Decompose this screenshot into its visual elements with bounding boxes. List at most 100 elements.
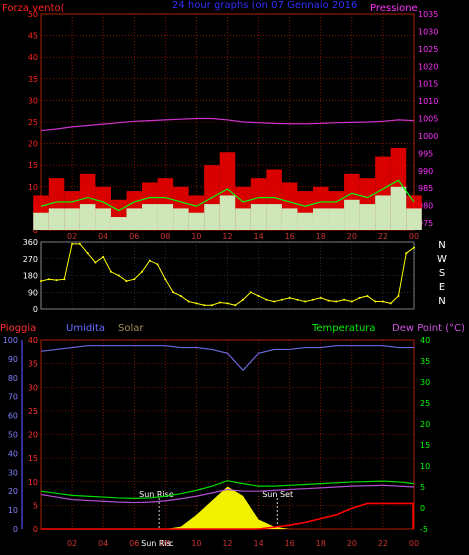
wind-direction-point	[389, 302, 392, 305]
wind-average-bar	[79, 204, 96, 230]
y2-tick-label: 35	[420, 357, 430, 366]
pressure-line	[40, 117, 415, 132]
wind-average-bar	[375, 195, 391, 230]
x-tick-label: 20	[347, 539, 357, 548]
y-tick-label: 45	[28, 32, 38, 41]
humidity-tick-label: 50	[8, 431, 18, 440]
y2-tick-label: -5	[420, 525, 428, 534]
wind-direction-point	[210, 304, 213, 307]
wind-direction-point	[203, 304, 206, 307]
wind-average-bar	[64, 208, 80, 230]
y-tick-label: 10	[28, 478, 38, 487]
humidity-tick-label: 60	[8, 412, 18, 421]
y2-tick-label: 25	[420, 399, 430, 408]
y-tick-label: 15	[28, 161, 38, 170]
y2-tick-label: 1000	[418, 132, 438, 141]
wind-average-bar	[297, 212, 313, 230]
wind-average-bar	[204, 204, 220, 230]
x-tick-label: 08	[160, 539, 170, 548]
wind-direction-point	[78, 242, 81, 245]
wind-direction-point	[335, 300, 338, 303]
wind-direction-point	[413, 246, 415, 249]
wind-average-line	[40, 179, 415, 212]
rain-humidity-temperature-panel: 05101520253035400102030405060708090100-5…	[3, 336, 430, 548]
y2-tick-label: 1010	[418, 97, 438, 106]
sunset-tick-label: c	[169, 539, 173, 548]
wind-direction-point	[358, 296, 361, 299]
wind-direction-point	[311, 298, 314, 301]
humidity-tick-label: 70	[8, 393, 18, 402]
y-tick-label: 10	[28, 183, 38, 192]
wind-direction-point	[234, 304, 237, 307]
wind-average-bar	[250, 204, 267, 230]
x-tick-label: 04	[98, 232, 108, 241]
wind-pressure-panel: 0510152025303540455097598098599099510001…	[28, 10, 439, 241]
y2-tick-label: 1020	[418, 62, 438, 71]
wind-direction-point	[125, 280, 128, 283]
humidity-label: Umidita	[66, 323, 105, 334]
wind-direction-point	[273, 300, 276, 303]
wind-direction-point	[257, 294, 260, 297]
y2-tick-label: 975	[418, 219, 433, 228]
y-tick-label: 15	[28, 454, 38, 463]
temperature-line	[40, 480, 415, 499]
wind-direction-point	[319, 296, 322, 299]
y-tick-label: 0	[33, 305, 38, 314]
x-tick-label: 12	[222, 539, 232, 548]
rain-line	[41, 502, 414, 530]
y-tick-label: 35	[28, 360, 38, 369]
y2-tick-label: 15	[420, 441, 430, 450]
x-tick-label: 18	[316, 232, 326, 241]
y2-tick-label: 20	[420, 420, 430, 429]
y-tick-label: 270	[23, 255, 38, 264]
y2-tick-label: 30	[420, 378, 430, 387]
humidity-tick-label: 30	[8, 468, 18, 477]
wind-average-bar	[219, 195, 236, 230]
wind-average-bar	[95, 208, 111, 230]
wind-direction-point	[226, 302, 229, 305]
dew-point-line	[40, 484, 415, 504]
y2-tick-label: 1015	[418, 80, 438, 89]
x-tick-label: 22	[378, 232, 388, 241]
x-tick-label: 02	[67, 539, 77, 548]
y-tick-label: 20	[28, 140, 38, 149]
y2-tick-label: 40	[420, 336, 430, 345]
compass-letter: N	[438, 240, 445, 251]
wind-speed-label: Forza vento(	[2, 3, 65, 14]
compass-letter: S	[439, 268, 445, 279]
x-tick-label: 06	[129, 539, 139, 548]
wind-direction-point	[296, 298, 299, 301]
wind-direction-point	[405, 252, 408, 255]
pressure-label: Pressione	[370, 3, 418, 14]
wind-direction-point	[133, 278, 136, 281]
wind-direction-panel: 0 90 180 270 360	[23, 238, 415, 314]
wind-direction-point	[195, 302, 198, 305]
wind-direction-point	[265, 298, 268, 301]
y-tick-label: 0	[33, 525, 38, 534]
wind-direction-point	[117, 274, 120, 277]
compass-letter: W	[437, 254, 447, 265]
wind-direction-point	[288, 296, 291, 299]
wind-average-bar	[344, 199, 360, 230]
wind-average-bar	[142, 204, 158, 230]
compass-letter: E	[439, 282, 445, 293]
x-tick-label: 10	[191, 539, 201, 548]
wind-direction-point	[94, 261, 97, 264]
wind-direction-point	[374, 300, 377, 303]
y2-tick-label: 980	[418, 202, 433, 211]
humidity-tick-label: 0	[13, 525, 18, 534]
wind-direction-point	[71, 242, 74, 245]
wind-direction-point	[63, 278, 66, 281]
humidity-line	[40, 345, 414, 372]
x-tick-label: 08	[160, 232, 170, 241]
wind-direction-point	[327, 299, 330, 302]
wind-average-bar	[266, 204, 282, 230]
x-tick-label: 16	[285, 539, 295, 548]
humidity-tick-label: 80	[8, 374, 18, 383]
wind-average-bar	[157, 204, 174, 230]
humidity-tick-label: 90	[8, 355, 18, 364]
wind-direction-point	[55, 279, 58, 282]
y2-tick-label: 990	[418, 167, 433, 176]
wind-direction-point	[366, 294, 369, 297]
